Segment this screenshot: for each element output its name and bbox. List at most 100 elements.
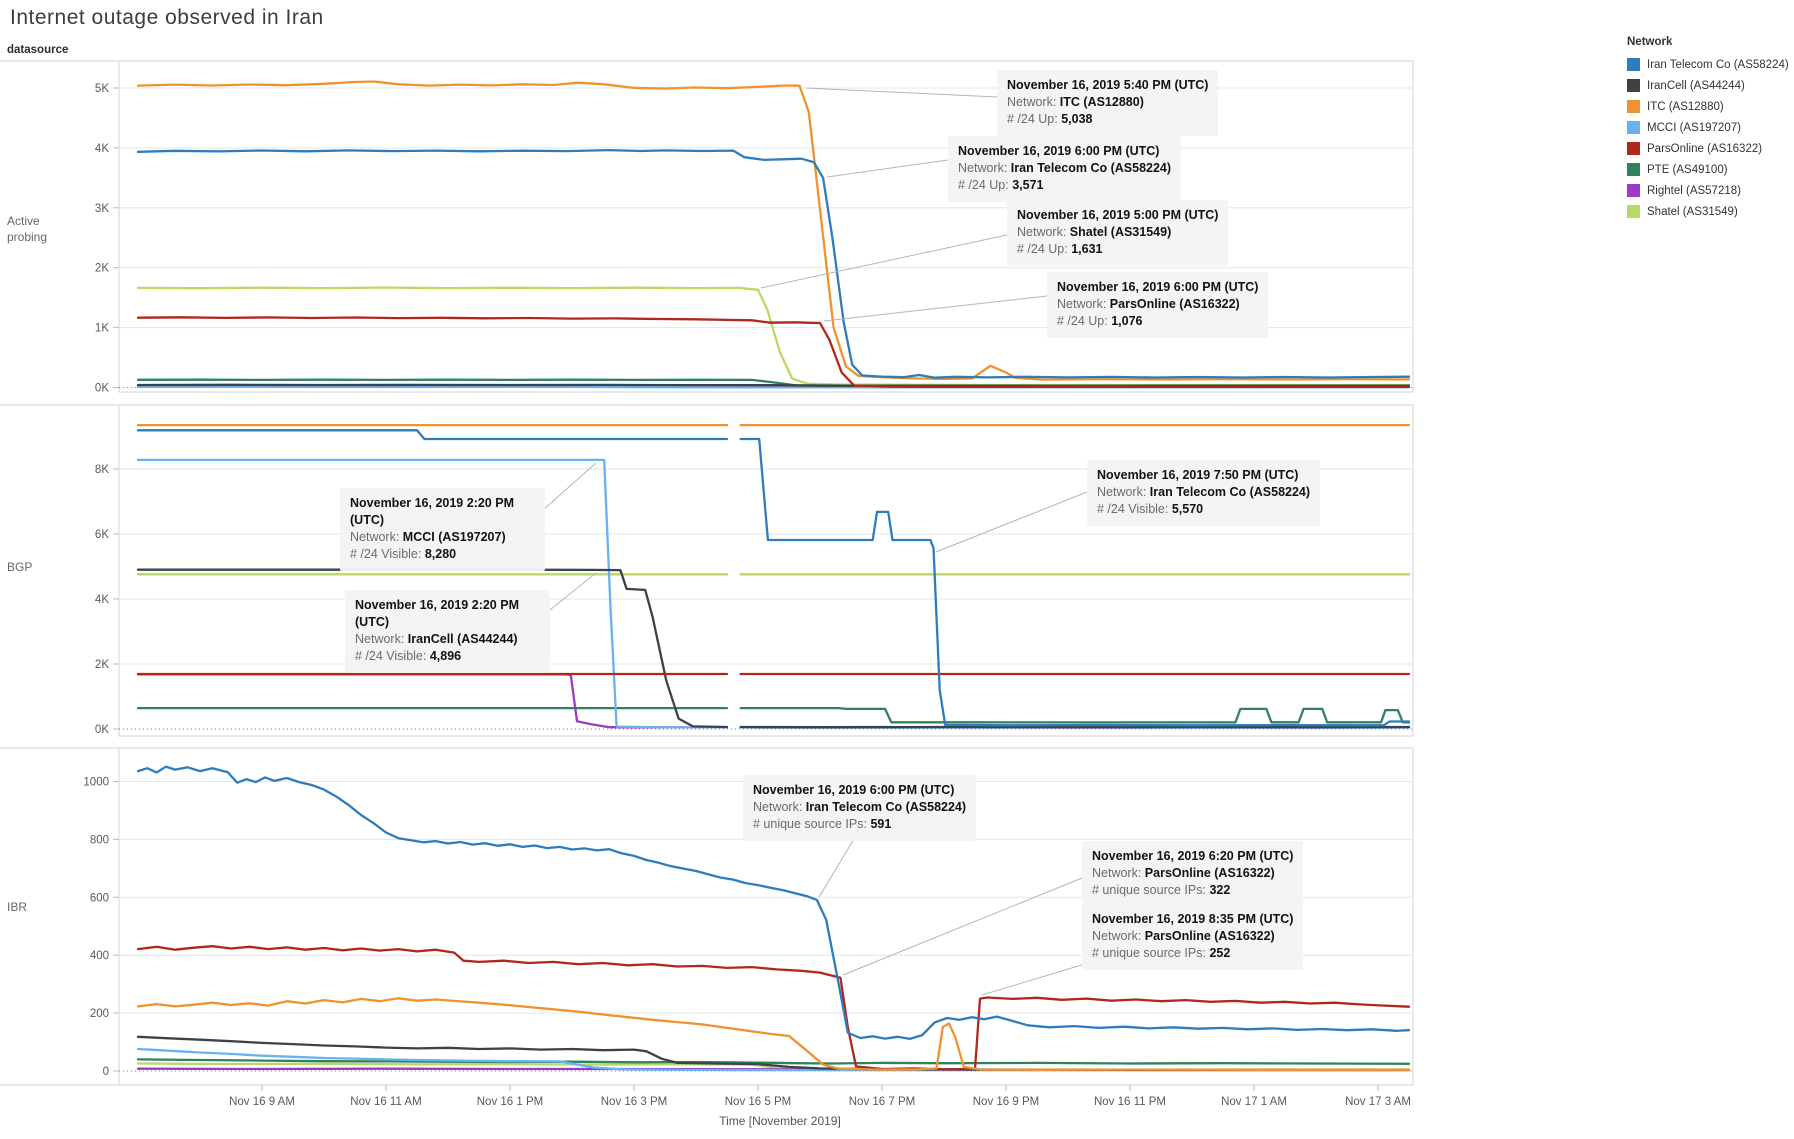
series-line-iran_telecom xyxy=(136,765,1411,1041)
panel-label-ibr: IBR xyxy=(7,900,28,914)
legend-item-itc[interactable]: ITC (AS12880) xyxy=(1627,96,1792,117)
y-tick-label: 0K xyxy=(95,724,109,736)
series-line-iran_telecom xyxy=(136,429,729,441)
tooltip-title: November 16, 2019 6:00 PM (UTC) xyxy=(1057,280,1259,294)
series-line-rightel xyxy=(136,673,729,729)
tooltip-pointer-line xyxy=(805,87,998,98)
x-tick-label: Nov 16 9 PM xyxy=(973,1096,1039,1108)
y-tick-label: 2K xyxy=(95,659,109,671)
legend-label: ParsOnline (AS16322) xyxy=(1647,142,1763,155)
tooltip-0: November 16, 2019 5:40 PM (UTC) Network: … xyxy=(997,70,1219,136)
series-line-mcci xyxy=(136,458,729,729)
tooltip-metric-line: # /24 Up: 5,038 xyxy=(1007,111,1208,128)
tooltip-title: November 16, 2019 2:20 PM (UTC) xyxy=(350,496,514,527)
tooltip-metric-value: 8,280 xyxy=(424,547,457,561)
tooltip-metric-label: # /24 Up: xyxy=(1057,314,1112,328)
tooltip-network-value: ParsOnline (AS16322) xyxy=(1144,866,1275,880)
tooltip-7: November 16, 2019 6:00 PM (UTC) Network: … xyxy=(743,775,977,841)
tooltip-metric-line: # /24 Visible: 8,280 xyxy=(350,546,535,563)
series-line-itc xyxy=(136,997,1411,1071)
series-line-pte xyxy=(739,706,1411,724)
tooltip-metric-line: # /24 Up: 3,571 xyxy=(958,177,1171,194)
series-line-pte xyxy=(136,1058,1411,1065)
legend-item-mcci[interactable]: MCCI (AS197207) xyxy=(1627,117,1792,138)
tooltip-network-label: Network: xyxy=(355,632,408,646)
legend-label: Shatel (AS31549) xyxy=(1647,205,1738,218)
series-line-mcci xyxy=(136,1047,1411,1072)
panel-label-active-probing: Active probing xyxy=(7,214,48,244)
panel-frame xyxy=(118,60,1414,393)
legend-swatch-mcci xyxy=(1627,121,1640,134)
tooltip-metric-label: # /24 Visible: xyxy=(1097,502,1172,516)
legend-item-parsonline[interactable]: ParsOnline (AS16322) xyxy=(1627,138,1792,159)
tooltip-6: November 16, 2019 7:50 PM (UTC) Network: … xyxy=(1087,460,1321,526)
series-line-iran_telecom xyxy=(136,148,1411,379)
tooltip-network-line: Network: ParsOnline (AS16322) xyxy=(1092,928,1293,945)
legend-item-shatel[interactable]: Shatel (AS31549) xyxy=(1627,201,1792,222)
tooltip-metric-label: # /24 Visible: xyxy=(350,547,425,561)
tooltip-metric-value: 1,076 xyxy=(1111,314,1143,328)
tooltip-network-value: Iran Telecom Co (AS58224) xyxy=(1010,161,1172,175)
legend-label: Iran Telecom Co (AS58224) xyxy=(1647,58,1789,71)
x-tick-label: Nov 16 11 AM xyxy=(350,1096,421,1108)
tooltip-network-value: IranCell (AS44244) xyxy=(407,632,518,646)
tooltip-metric-label: # /24 Up: xyxy=(958,178,1013,192)
tooltip-title: November 16, 2019 8:35 PM (UTC) xyxy=(1092,912,1294,926)
legend-swatch-parsonline xyxy=(1627,142,1640,155)
panel-frame xyxy=(118,404,1414,737)
legend-item-irancell[interactable]: IranCell (AS44244) xyxy=(1627,75,1792,96)
tooltip-title: November 16, 2019 5:40 PM (UTC) xyxy=(1007,78,1209,92)
tooltip-metric-value: 252 xyxy=(1209,946,1231,960)
tooltip-network-label: Network: xyxy=(753,800,806,814)
legend-label: MCCI (AS197207) xyxy=(1647,121,1741,134)
tooltip-3: November 16, 2019 6:00 PM (UTC) Network: … xyxy=(1047,272,1269,338)
tooltip-2: November 16, 2019 5:00 PM (UTC) Network: … xyxy=(1007,200,1229,266)
tooltip-pointer-line xyxy=(760,234,1008,289)
legend-label: Rightel (AS57218) xyxy=(1647,184,1741,197)
tooltip-network-line: Network: ParsOnline (AS16322) xyxy=(1092,865,1293,882)
series-line-irancell xyxy=(136,383,1411,388)
tooltip-title: November 16, 2019 7:50 PM (UTC) xyxy=(1097,468,1299,482)
tooltip-metric-line: # /24 Up: 1,076 xyxy=(1057,313,1258,330)
x-tick-label: Nov 16 3 PM xyxy=(601,1096,667,1108)
tooltip-5: November 16, 2019 2:20 PM (UTC) Network: … xyxy=(345,590,550,673)
tooltip-metric-line: # unique source IPs: 252 xyxy=(1092,945,1293,962)
legend-label: ITC (AS12880) xyxy=(1647,100,1724,113)
legend-swatch-irancell xyxy=(1627,79,1640,92)
x-tick-label: Nov 16 11 PM xyxy=(1094,1096,1166,1108)
y-tick-label: 800 xyxy=(90,834,109,846)
tooltip-metric-label: # unique source IPs: xyxy=(1092,883,1210,897)
y-tick-label: 5K xyxy=(95,83,109,95)
legend-swatch-iran_telecom xyxy=(1627,58,1640,71)
y-tick-label: 1K xyxy=(95,323,109,335)
y-tick-label: 200 xyxy=(90,1008,109,1020)
legend-item-pte[interactable]: PTE (AS49100) xyxy=(1627,159,1792,180)
x-tick-label: Nov 17 3 AM xyxy=(1345,1096,1411,1108)
tooltip-network-line: Network: Iran Telecom Co (AS58224) xyxy=(958,160,1171,177)
tooltip-9: November 16, 2019 8:35 PM (UTC) Network: … xyxy=(1082,904,1304,970)
legend-item-iran_telecom[interactable]: Iran Telecom Co (AS58224) xyxy=(1627,54,1792,75)
tooltip-network-label: Network: xyxy=(958,161,1011,175)
tooltip-pointer-line xyxy=(935,491,1088,553)
y-tick-label: 4K xyxy=(95,143,109,155)
series-line-itc xyxy=(136,80,1411,381)
legend-item-rightel[interactable]: Rightel (AS57218) xyxy=(1627,180,1792,201)
legend-swatch-pte xyxy=(1627,163,1640,176)
tooltip-network-line: Network: IranCell (AS44244) xyxy=(355,631,540,648)
tooltip-pointer-line xyxy=(823,295,1048,322)
tooltip-metric-label: # /24 Up: xyxy=(1007,112,1062,126)
tooltip-4: November 16, 2019 2:20 PM (UTC) Network: … xyxy=(340,488,545,571)
legend-label: PTE (AS49100) xyxy=(1647,163,1728,176)
y-tick-label: 4K xyxy=(95,594,109,606)
tooltip-metric-line: # unique source IPs: 591 xyxy=(753,816,966,833)
tooltip-network-value: Iran Telecom Co (AS58224) xyxy=(805,800,967,814)
tooltip-metric-value: 1,631 xyxy=(1071,242,1103,256)
panel-label-bgp: BGP xyxy=(7,560,33,574)
x-tick-label: Nov 16 5 PM xyxy=(725,1096,791,1108)
x-tick-label: Nov 16 7 PM xyxy=(849,1096,915,1108)
series-line-parsonline xyxy=(136,316,1411,389)
x-tick-label: Nov 16 1 PM xyxy=(477,1096,543,1108)
tooltip-8: November 16, 2019 6:20 PM (UTC) Network: … xyxy=(1082,841,1304,907)
tooltip-metric-value: 3,571 xyxy=(1012,178,1044,192)
